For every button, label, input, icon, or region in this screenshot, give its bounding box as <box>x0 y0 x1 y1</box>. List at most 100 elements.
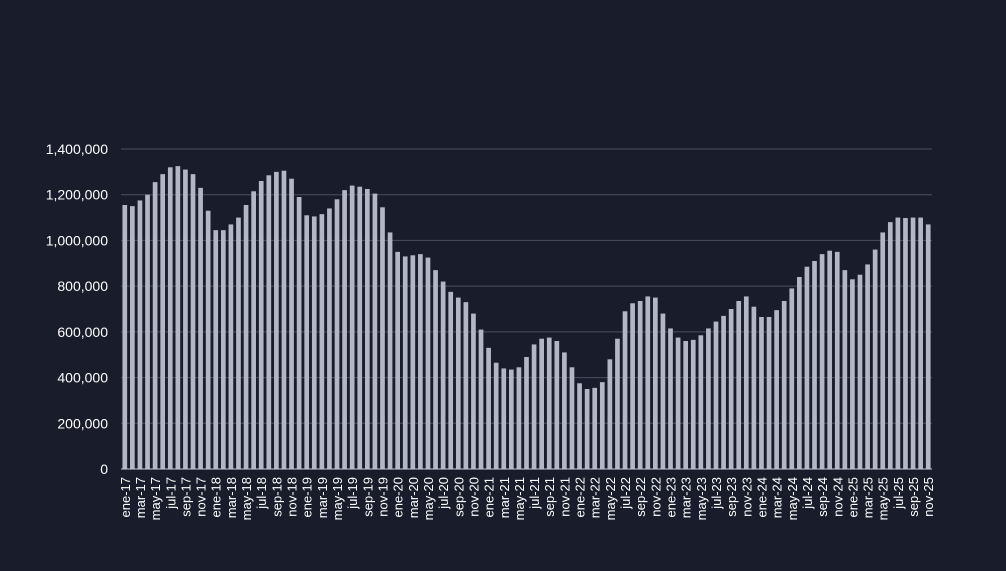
bar-may-23 <box>698 335 704 469</box>
x-tick-label: may-23 <box>694 477 709 520</box>
x-tick-label: may-20 <box>421 477 436 520</box>
bar-sep-25 <box>910 217 916 469</box>
x-tick-label: nov-24 <box>830 477 845 517</box>
bar-ene-21 <box>486 347 491 469</box>
bar-nov-20 <box>471 313 476 469</box>
gridlines <box>121 148 932 424</box>
bar-nov-24 <box>834 251 840 469</box>
bar-may-19 <box>334 199 340 470</box>
bar-may-24 <box>789 288 795 469</box>
bar-mar-21 <box>501 368 507 469</box>
y-tick-label: 800,000 <box>57 278 108 294</box>
x-tick-label: ene-22 <box>573 477 588 517</box>
bar-ene-25 <box>850 279 855 469</box>
bar-sep-21 <box>546 337 552 469</box>
y-axis-ticks: 0 200,000 400,000 600,000 800,000 1,000,000 1,… <box>46 141 109 477</box>
bar-oct-25 <box>918 217 923 469</box>
bar-ago-23 <box>721 315 726 469</box>
bar-sep-19 <box>364 189 370 469</box>
x-tick-label: jul-23 <box>709 477 724 510</box>
bar-nov-23 <box>743 296 749 469</box>
bar-oct-23 <box>736 301 742 469</box>
x-tick-label: sep-23 <box>724 477 739 517</box>
bar-ago-21 <box>539 338 545 469</box>
bar-feb-21 <box>493 362 499 469</box>
x-tick-label: may-22 <box>603 477 618 520</box>
bar-nov-22 <box>653 297 658 469</box>
x-tick-label: may-17 <box>148 477 163 520</box>
bar-sep-23 <box>728 309 734 469</box>
x-tick-label: mar-24 <box>770 477 785 518</box>
bar-jul-19 <box>349 185 355 469</box>
bar-mar-24 <box>774 310 779 469</box>
x-tick-label: mar-17 <box>133 477 148 518</box>
bar-sep-22 <box>637 301 643 469</box>
bar-mar-20 <box>410 255 416 469</box>
bar-feb-24 <box>766 317 772 469</box>
bar-oct-19 <box>372 193 378 469</box>
x-tick-label: nov-25 <box>921 477 936 517</box>
bar-mar-25 <box>865 264 870 469</box>
bar-ago-24 <box>812 261 817 469</box>
x-tick-label: ene-24 <box>754 477 769 517</box>
bar-may-17 <box>152 182 158 469</box>
bar-may-21 <box>516 367 522 469</box>
x-tick-label: nov-21 <box>557 477 572 517</box>
bar-jun-20 <box>433 270 438 469</box>
bar-abr-21 <box>508 369 514 469</box>
y-tick-label: 1,200,000 <box>46 187 108 203</box>
bar-abr-22 <box>599 382 605 469</box>
x-tick-label: mar-20 <box>406 477 421 518</box>
bar-feb-19 <box>311 216 317 469</box>
x-tick-label: mar-22 <box>588 477 603 518</box>
y-tick-label: 200,000 <box>57 415 108 431</box>
bar-mar-19 <box>319 214 325 469</box>
bar-ago-22 <box>630 303 635 469</box>
x-tick-label: ene-17 <box>118 477 133 517</box>
x-tick-label: ene-25 <box>845 477 860 517</box>
x-tick-label: nov-17 <box>194 477 209 517</box>
bar-feb-23 <box>675 337 681 469</box>
bar-abr-24 <box>781 301 787 469</box>
bar-abr-23 <box>690 339 696 469</box>
bar-jun-23 <box>706 328 711 469</box>
x-tick-label: jul-18 <box>254 477 269 510</box>
bar-dic-23 <box>751 306 757 469</box>
bar-jul-24 <box>804 266 810 469</box>
x-tick-label: jul-21 <box>527 477 542 510</box>
bar-jul-25 <box>895 217 901 469</box>
x-tick-label: jul-17 <box>163 477 178 510</box>
bar-ene-20 <box>395 251 400 469</box>
bar-nov-21 <box>562 352 567 469</box>
x-tick-label: mar-25 <box>861 477 876 518</box>
y-tick-label: 1,000,000 <box>46 232 108 248</box>
x-tick-label: ene-23 <box>664 477 679 517</box>
x-tick-label: ene-19 <box>300 477 315 517</box>
bar-nov-18 <box>289 178 294 469</box>
x-tick-label: may-24 <box>785 477 800 520</box>
bar-ene-24 <box>759 317 764 469</box>
y-tick-label: 600,000 <box>57 324 108 340</box>
bar-ene-19 <box>304 215 310 469</box>
x-tick-label: sep-17 <box>178 477 193 517</box>
bar-may-25 <box>880 232 886 469</box>
bar-mar-18 <box>228 224 234 469</box>
bar-nov-19 <box>380 207 385 470</box>
bar-sep-17 <box>183 169 188 469</box>
bar-jul-18 <box>258 181 264 469</box>
bar-dic-24 <box>842 270 848 469</box>
x-tick-label: ene-20 <box>391 477 406 517</box>
x-tick-label: sep-18 <box>269 477 284 517</box>
bar-jul-23 <box>713 321 719 469</box>
bar-ene-22 <box>577 383 582 469</box>
x-tick-label: may-18 <box>239 477 254 520</box>
bar-ago-17 <box>175 166 181 469</box>
x-tick-label: ene-21 <box>482 477 497 517</box>
bar-may-22 <box>607 359 613 469</box>
y-tick-label: 1,400,000 <box>46 141 108 157</box>
bar-may-18 <box>243 205 249 469</box>
y-tick-label: 0 <box>100 461 108 477</box>
bar-sep-18 <box>274 171 279 470</box>
x-tick-label: sep-22 <box>633 477 648 517</box>
